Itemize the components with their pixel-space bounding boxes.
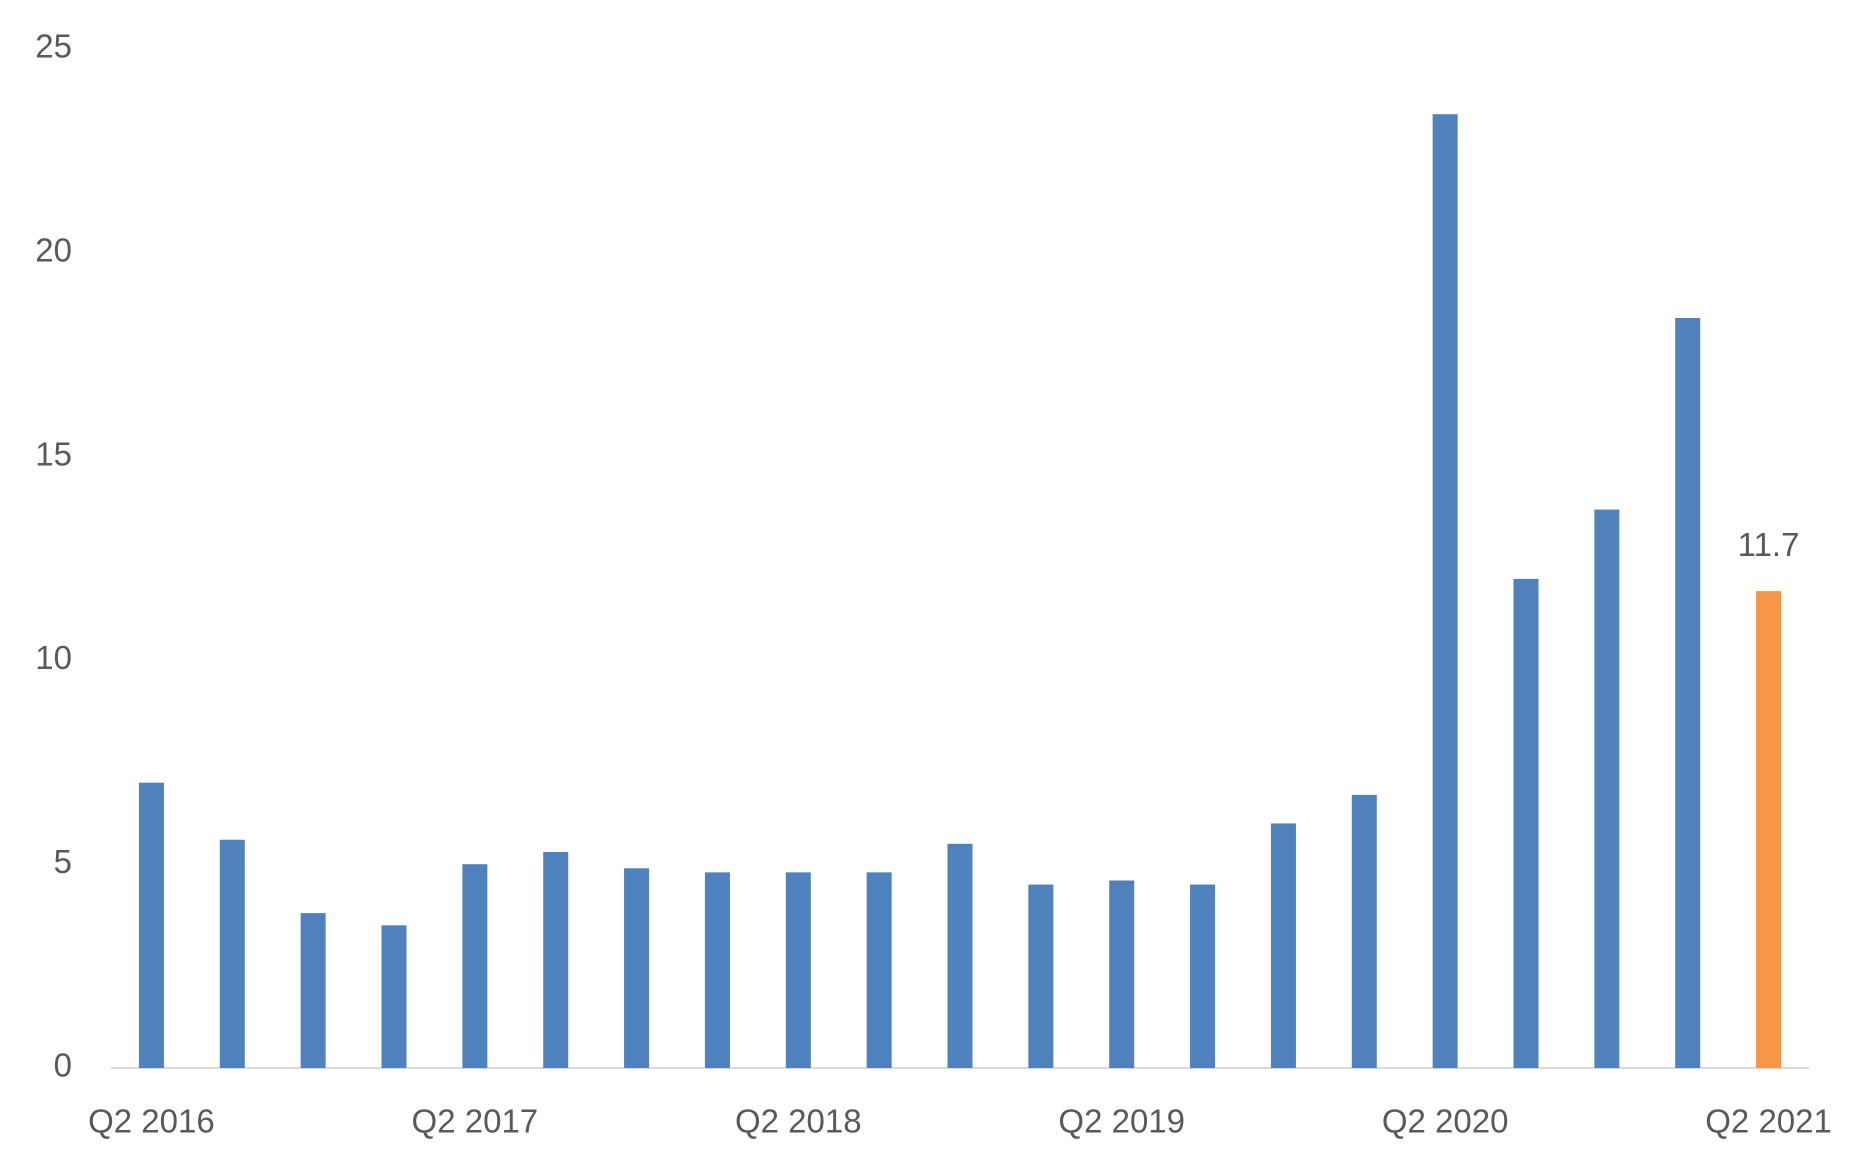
y-tick-label: 10 [35,639,72,676]
x-tick-label: Q2 2016 [88,1103,215,1140]
bar [947,843,973,1068]
x-tick-label: Q2 2020 [1382,1103,1509,1140]
bar [543,851,569,1068]
bar [1028,884,1054,1068]
y-tick-label: 5 [54,843,72,880]
bar [624,868,650,1068]
y-tick-label: 25 [35,28,72,65]
x-tick-label: Q2 2017 [412,1103,539,1140]
bar [1594,509,1620,1068]
bar [785,872,811,1068]
bar [381,925,407,1068]
bar [1351,794,1377,1068]
x-tick-label: Q2 2021 [1705,1103,1832,1140]
x-tick-label: Q2 2019 [1058,1103,1185,1140]
y-tick-label: 0 [54,1047,72,1084]
bar [300,913,326,1068]
y-tick-label: 20 [35,232,72,269]
bar [1270,823,1296,1068]
bar [219,839,245,1068]
bar [866,872,892,1068]
y-tick-label: 15 [35,435,72,472]
bar [1675,318,1701,1068]
bar [1756,591,1782,1068]
bar [138,782,164,1068]
bar [1190,884,1216,1068]
data-label: 11.7 [1738,526,1800,563]
bar [704,872,730,1068]
bar [462,864,488,1068]
bar [1109,880,1135,1068]
x-tick-label: Q2 2018 [735,1103,862,1140]
bar [1513,578,1539,1068]
bar [1432,114,1458,1068]
